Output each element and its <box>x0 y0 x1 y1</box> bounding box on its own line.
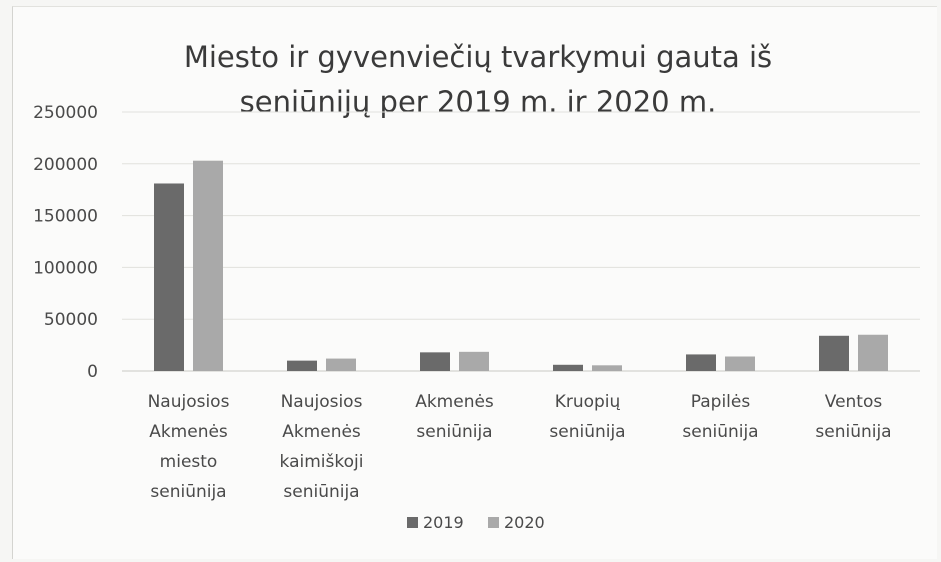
y-tick-label: 0 <box>87 362 98 382</box>
bar-2019-5 <box>686 354 716 371</box>
x-category-label-line: seniūnija <box>815 422 891 442</box>
x-category-label-line: seniūnija <box>549 422 625 442</box>
x-category-label-line: Kruopių <box>555 392 621 412</box>
y-tick-label: 150000 <box>33 207 98 227</box>
x-category-label: Naujosios Akmenės miesto seniūnija <box>148 392 230 502</box>
x-category-label: Papilės seniūnija <box>682 392 758 442</box>
bar-2020-6 <box>858 334 888 371</box>
legend-swatch-2019 <box>407 517 418 528</box>
x-category-label-line: Naujosios <box>148 392 230 412</box>
x-category-label-line: seniūnija <box>150 482 226 502</box>
y-axis: 250000 200000 150000 100000 50000 0 <box>33 103 98 382</box>
chart-title: Miesto ir gyvenviečių tvarkymui gauta iš… <box>184 40 772 119</box>
bar-2019-3 <box>420 352 450 371</box>
bar-2019-2 <box>287 360 317 371</box>
bar-2020-5 <box>725 356 755 371</box>
x-category-label: Ventos seniūnija <box>815 392 891 442</box>
bar-2019-4 <box>553 364 583 371</box>
x-category-label-line: Akmenės <box>282 422 361 442</box>
bar-2019-1 <box>154 183 184 371</box>
x-category-label: Kruopių seniūnija <box>549 392 625 442</box>
x-category-label-line: Naujosios <box>281 392 363 412</box>
y-tick-label: 100000 <box>33 258 98 278</box>
x-category-label-line: kaimiškoji <box>280 452 364 472</box>
x-category-label: Naujosios Akmenės kaimiškoji seniūnija <box>280 392 364 502</box>
chart-title-line-1: Miesto ir gyvenviečių tvarkymui gauta iš <box>184 40 772 74</box>
x-category-label: Akmenės seniūnija <box>415 392 494 442</box>
bar-2020-4 <box>592 365 622 371</box>
x-axis: Naujosios Akmenės miesto seniūnijaNaujosios… <box>148 392 892 502</box>
x-category-label-line: miesto <box>160 452 218 472</box>
y-tick-label: 250000 <box>33 103 98 123</box>
bar-2020-1 <box>193 160 223 371</box>
x-category-label-line: seniūnija <box>682 422 758 442</box>
chart-title-line-2: seniūnijų per 2019 m. ir 2020 m. <box>240 85 717 119</box>
legend-swatch-2020 <box>488 517 499 528</box>
gridlines <box>122 111 920 372</box>
bar-2019-6 <box>819 335 849 371</box>
bars <box>154 160 888 371</box>
bar-2020-2 <box>326 358 356 371</box>
x-category-label-line: Ventos <box>825 392 883 412</box>
x-category-label-line: seniūnija <box>283 482 359 502</box>
legend-label-2019: 2019 <box>423 513 464 532</box>
x-category-label-line: Papilės <box>691 392 751 412</box>
y-tick-label: 50000 <box>44 310 98 330</box>
bar-2020-3 <box>459 351 489 371</box>
y-tick-label: 200000 <box>33 155 98 175</box>
x-category-label-line: Akmenės <box>149 422 228 442</box>
x-category-label-line: Akmenės <box>415 392 494 412</box>
legend-label-2020: 2020 <box>504 513 545 532</box>
x-category-label-line: seniūnija <box>416 422 492 442</box>
legend: 2019 2020 <box>407 513 545 532</box>
